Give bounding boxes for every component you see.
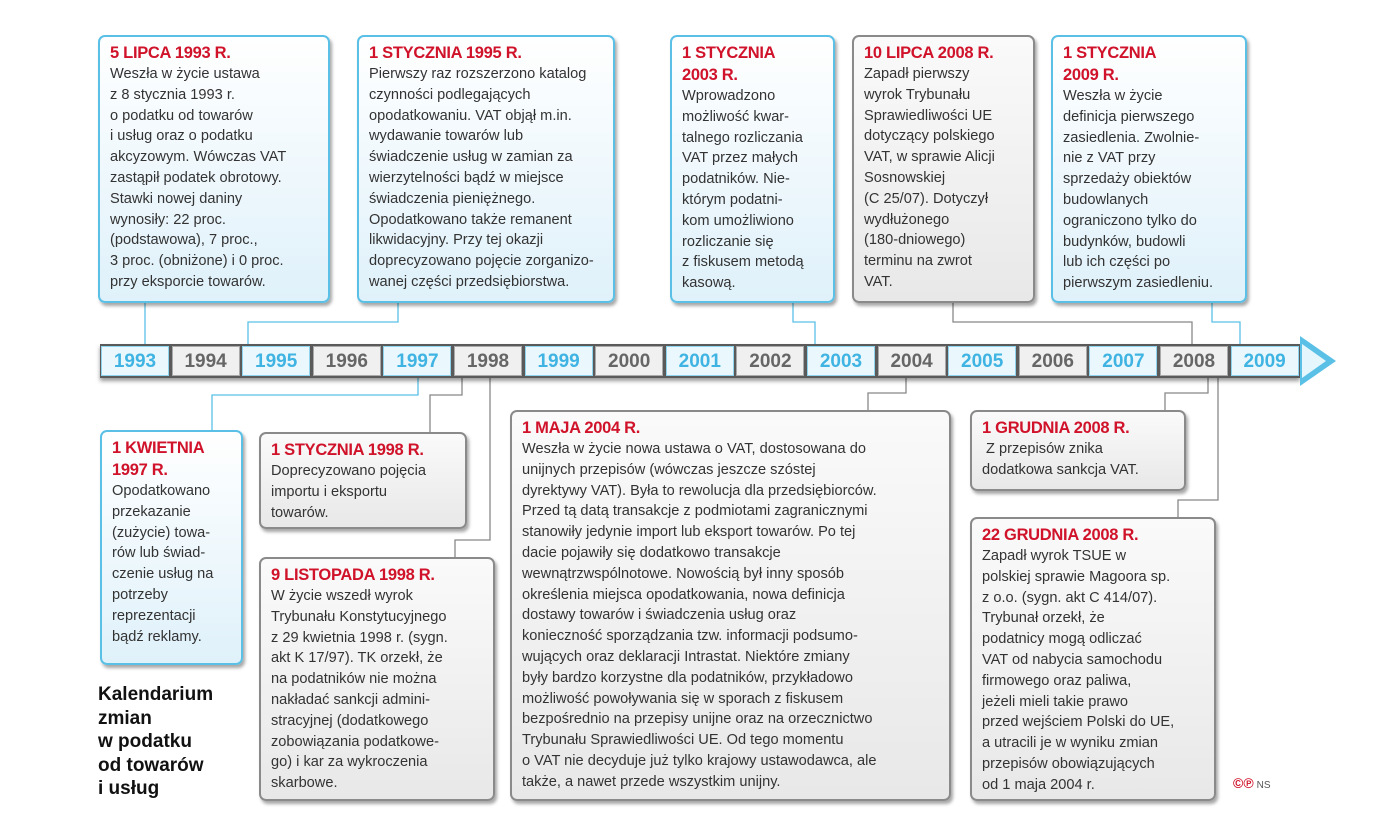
timeline-year-2005: 2005 [948, 346, 1017, 376]
event-date: 9 LISTOPADA 1998 R. [271, 566, 435, 584]
event-card-2009: 1 STYCZNIA 2009 R. Weszła w życie defini… [1051, 35, 1247, 303]
timeline-year-1994: 1994 [171, 346, 240, 376]
event-date: 1 MAJA 2004 R. [522, 419, 641, 437]
connector-2008b [1164, 378, 1209, 410]
infographic-title: Kalendarium zmian w podatku od towarów i… [98, 684, 214, 799]
event-text: Zapadł wyrok TSUE w polskiej sprawie Mag… [982, 548, 1175, 793]
event-date: 22 GRUDNIA 2008 R. [982, 526, 1139, 544]
connector-2004 [867, 378, 907, 410]
event-date: 1 STYCZNIA 2009 R. [1063, 44, 1157, 84]
connector-2008a [952, 302, 1193, 345]
event-card-1995: 1 STYCZNIA 1995 R. Pierwszy raz rozszerz… [357, 35, 615, 303]
event-card-1993: 5 LIPCA 1993 R. Weszła w życie ustawa z … [98, 35, 330, 303]
connector-1998a [429, 378, 463, 432]
timeline-year-2003: 2003 [807, 346, 875, 376]
timeline-year-2004: 2004 [877, 346, 946, 376]
timeline-year-2006: 2006 [1018, 346, 1087, 376]
event-date: 1 GRUDNIA 2008 R. [982, 419, 1130, 437]
event-card-2004: 1 MAJA 2004 R. Weszła w życie nowa ustaw… [510, 410, 951, 801]
event-text: Wprowadzono możliwość kwar- talnego rozl… [682, 88, 804, 292]
event-text: Doprecyzowano pojęcia importu i eksportu… [271, 463, 426, 521]
event-date: 5 LIPCA 1993 R. [110, 44, 231, 62]
timeline-year-1995: 1995 [242, 346, 311, 376]
event-text: Z przepisów znika dodatkowa sankcja VAT. [982, 441, 1139, 478]
event-date: 1 KWIETNIA 1997 R. [112, 439, 205, 479]
connector-2008c [1177, 378, 1219, 517]
event-card-1997: 1 KWIETNIA 1997 R. Opodatkowano przekaza… [100, 430, 243, 665]
author-initials: NS [1256, 780, 1271, 791]
event-card-1998-november: 9 LISTOPADA 1998 R. W życie wszedł wyrok… [259, 557, 495, 801]
connector-1998b [454, 378, 491, 557]
timeline-year-1996: 1996 [312, 346, 381, 376]
timeline-year-2002: 2002 [736, 346, 805, 376]
event-text: Zapadł pierwszy wyrok Trybunału Sprawied… [864, 66, 995, 290]
connector-1997 [211, 378, 419, 430]
timeline-year-1999: 1999 [524, 346, 593, 376]
event-date: 10 LIPCA 2008 R. [864, 44, 994, 62]
event-card-2008-december-1: 1 GRUDNIA 2008 R. Z przepisów znika doda… [970, 410, 1186, 491]
event-date: 1 STYCZNIA 1995 R. [369, 44, 522, 62]
timeline-year-2007: 2007 [1089, 346, 1158, 376]
event-text: W życie wszedł wyrok Trybunału Konstytuc… [271, 588, 448, 792]
timeline-arrow-inner [1302, 344, 1326, 378]
timeline-year-1998: 1998 [454, 346, 522, 376]
timeline-year-2008: 2008 [1160, 346, 1228, 376]
publisher-logo: ©℗ NS [1233, 775, 1271, 791]
copyright-mark: ©℗ [1233, 775, 1254, 791]
event-text: Weszła w życie definicja pierwszego zasi… [1063, 88, 1214, 292]
event-text: Weszła w życie ustawa z 8 stycznia 1993 … [110, 66, 287, 290]
connector-1995 [247, 302, 399, 345]
event-card-2003: 1 STYCZNIA 2003 R. Wprowadzono możliwość… [670, 35, 835, 303]
timeline-year-1997: 1997 [383, 346, 452, 376]
timeline-year-2000: 2000 [595, 346, 664, 376]
timeline-year-1993: 1993 [101, 346, 169, 376]
event-text: Weszła w życie nowa ustawa o VAT, dostos… [522, 441, 877, 790]
timeline-bar: 1993 1994 1995 1996 1997 1998 1999 2000 2001 2002… [100, 344, 1300, 378]
event-date: 1 STYCZNIA 1998 R. [271, 441, 424, 459]
connector-2009 [1211, 302, 1241, 345]
event-text: Pierwszy raz rozszerzono katalog czynnoś… [369, 66, 594, 290]
event-card-2008-july: 10 LIPCA 2008 R. Zapadł pierwszy wyrok T… [852, 35, 1035, 303]
event-date: 1 STYCZNIA 2003 R. [682, 44, 776, 84]
timeline-year-2001: 2001 [665, 346, 734, 376]
event-card-2008-december-22: 22 GRUDNIA 2008 R. Zapadł wyrok TSUE w p… [970, 517, 1216, 801]
timeline-year-2009: 2009 [1230, 346, 1299, 376]
connector-2003 [792, 302, 816, 345]
event-card-1998-january: 1 STYCZNIA 1998 R. Doprecyzowano pojęcia… [259, 432, 467, 529]
event-text: Opodatkowano przekazanie (zużycie) towa-… [112, 483, 214, 645]
